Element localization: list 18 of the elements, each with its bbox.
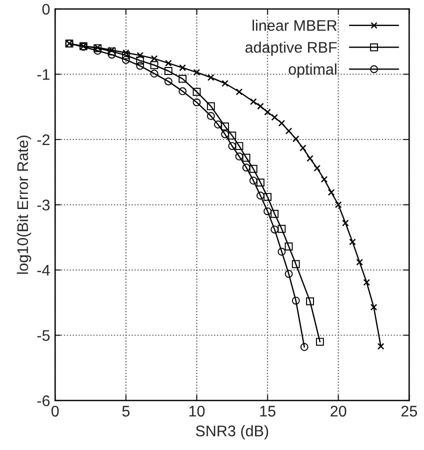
- x-tick-label: 20: [330, 406, 346, 417]
- y-axis-title: log10(Bit Error Rate): [16, 136, 32, 274]
- y-tick-label: -6: [37, 395, 50, 406]
- y-tick-label: 0: [42, 4, 50, 15]
- x-tick-label: 15: [260, 406, 276, 417]
- x-tick-label: 25: [401, 406, 418, 417]
- y-tick-label: -1: [37, 69, 50, 80]
- x-tick-label: 5: [122, 406, 130, 417]
- legend-label: linear MBER: [252, 20, 337, 31]
- y-tick-label: -4: [37, 265, 50, 276]
- legend-label: optimal: [288, 63, 336, 78]
- y-tick-label: -5: [37, 330, 50, 341]
- x-tick-label: 0: [51, 406, 59, 417]
- x-tick-label: 10: [189, 406, 205, 417]
- legend-label: adaptive RBF: [245, 42, 337, 56]
- y-tick-label: -2: [37, 134, 50, 146]
- y-tick-label: -3: [37, 200, 50, 210]
- x-axis-title: SNR3 (dB): [196, 425, 268, 440]
